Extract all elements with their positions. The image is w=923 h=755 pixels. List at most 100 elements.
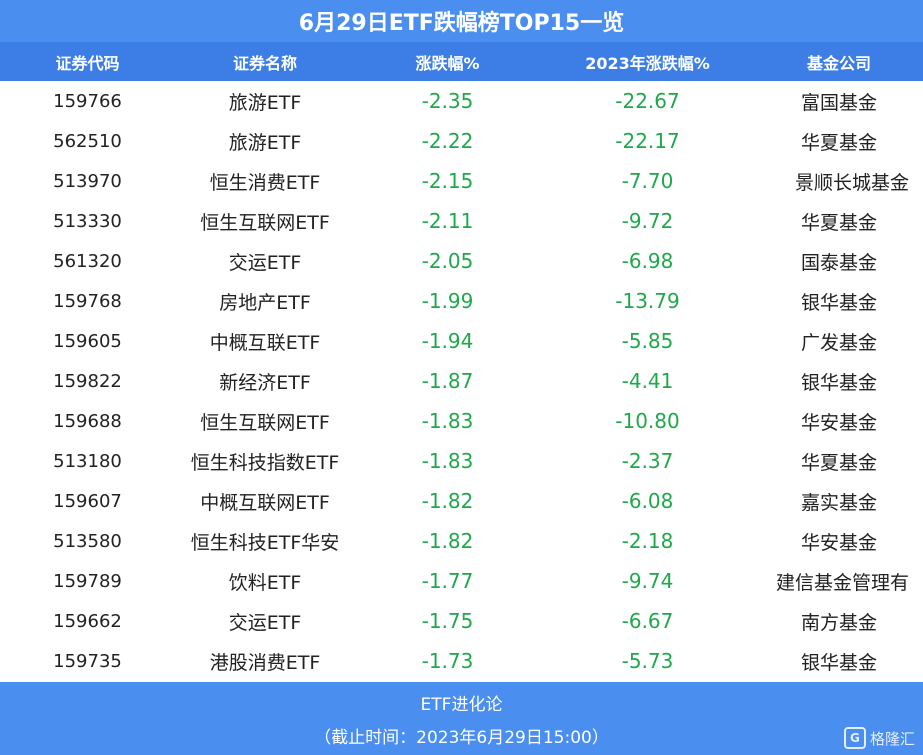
table-row: 159662 交运ETF -1.75 -6.67 南方基金 (0, 601, 923, 641)
cell-change: -1.87 (421, 369, 474, 393)
cell-code: 159688 (53, 410, 122, 432)
cell-ytd-change: -10.80 (615, 409, 680, 433)
watermark: G 格隆汇 (843, 727, 915, 749)
table-row: 159822 新经济ETF -1.87 -4.41 银华基金 (0, 361, 923, 401)
cell-name: 中概互联ETF (209, 331, 321, 354)
cell-name: 恒生科技指数ETF (190, 451, 340, 474)
cell-company: 银华基金 (800, 371, 877, 394)
cell-name: 新经济ETF (219, 371, 311, 394)
watermark-logo-icon: G (843, 727, 866, 749)
cell-company: 国泰基金 (800, 251, 877, 274)
cell-company: 广发基金 (800, 331, 877, 354)
table-title: 6月29日ETF跌幅榜TOP15一览 (0, 0, 923, 42)
header-name: 证券名称 (232, 53, 297, 73)
cell-code: 513180 (53, 450, 122, 472)
cell-change: -2.15 (421, 169, 474, 193)
cell-company: 富国基金 (800, 91, 877, 114)
table-row: 159688 恒生互联网ETF -1.83 -10.80 华安基金 (0, 401, 923, 441)
cell-name: 旅游ETF (228, 131, 302, 154)
cell-company: 华夏基金 (800, 131, 877, 154)
cell-change: -1.99 (421, 289, 474, 313)
cell-company: 建信基金管理有 (775, 571, 909, 594)
cell-code: 513580 (53, 530, 122, 552)
cell-change: -1.82 (421, 489, 474, 513)
footer-source: ETF进化论 (420, 694, 503, 715)
cell-ytd-change: -13.79 (615, 289, 680, 313)
table-header: 证券代码 证券名称 涨跌幅% 2023年涨跌幅% 基金公司 (0, 42, 923, 81)
cell-name: 房地产ETF (219, 291, 311, 314)
table-body: 159766 旅游ETF -2.35 -22.67 富国基金 562510 旅游ETF -2.… (0, 81, 923, 681)
header-company: 基金公司 (806, 53, 871, 73)
cell-change: -1.83 (421, 409, 474, 433)
cell-company: 华夏基金 (800, 451, 877, 474)
footer: ETF进化论 （截止时间：2023年6月29日15:00） G 格隆汇 (0, 682, 923, 755)
table-row: 159766 旅游ETF -2.35 -22.67 富国基金 (0, 81, 923, 121)
table-row: 159768 房地产ETF -1.99 -13.79 银华基金 (0, 281, 923, 321)
cell-code: 159605 (53, 330, 122, 352)
cell-change: -1.82 (421, 529, 474, 553)
cell-code: 159735 (53, 650, 122, 672)
cell-name: 中概互联网ETF (200, 491, 330, 514)
cell-name: 饮料ETF (228, 571, 302, 594)
cell-company: 华安基金 (800, 411, 877, 434)
cell-name: 恒生消费ETF (209, 171, 321, 194)
cell-change: -1.83 (421, 449, 474, 473)
cell-change: -1.73 (421, 649, 474, 673)
cell-change: -1.75 (421, 609, 474, 633)
cell-ytd-change: -5.73 (621, 649, 674, 673)
cell-company: 嘉实基金 (800, 491, 877, 514)
cell-change: -1.94 (421, 329, 474, 353)
cell-name: 港股消费ETF (209, 651, 321, 674)
table-row: 562510 旅游ETF -2.22 -22.17 华夏基金 (0, 121, 923, 161)
cell-code: 561320 (53, 250, 122, 272)
table-row: 513330 恒生互联网ETF -2.11 -9.72 华夏基金 (0, 201, 923, 241)
cell-company: 华安基金 (800, 531, 877, 554)
table-row: 159735 港股消费ETF -1.73 -5.73 银华基金 (0, 641, 923, 681)
cell-name: 交运ETF (228, 611, 302, 634)
cell-name: 交运ETF (228, 251, 302, 274)
cell-ytd-change: -22.67 (615, 89, 680, 113)
cell-ytd-change: -5.85 (621, 329, 674, 353)
table-row: 159789 饮料ETF -1.77 -9.74 建信基金管理有 (0, 561, 923, 601)
footer-timestamp: （截止时间：2023年6月29日15:00） (314, 727, 609, 748)
cell-code: 159789 (53, 570, 122, 592)
table-row: 159605 中概互联ETF -1.94 -5.85 广发基金 (0, 321, 923, 361)
cell-code: 513330 (53, 210, 122, 232)
table-row: 159607 中概互联网ETF -1.82 -6.08 嘉实基金 (0, 481, 923, 521)
watermark-text: 格隆汇 (869, 729, 915, 748)
cell-ytd-change: -6.98 (621, 249, 674, 273)
cell-ytd-change: -6.67 (621, 609, 674, 633)
cell-change: -2.22 (421, 129, 474, 153)
cell-change: -2.35 (421, 89, 474, 113)
cell-code: 562510 (53, 130, 122, 152)
cell-company: 华夏基金 (800, 211, 877, 234)
cell-code: 159607 (53, 490, 122, 512)
cell-name: 旅游ETF (228, 91, 302, 114)
cell-code: 159766 (53, 90, 122, 112)
cell-code: 159822 (53, 370, 122, 392)
cell-name: 恒生科技ETF华安 (190, 531, 340, 554)
header-code: 证券代码 (55, 53, 120, 73)
cell-ytd-change: -7.70 (621, 169, 674, 193)
table-row: 513180 恒生科技指数ETF -1.83 -2.37 华夏基金 (0, 441, 923, 481)
cell-code: 159662 (53, 610, 122, 632)
cell-ytd-change: -9.72 (621, 209, 674, 233)
cell-company: 南方基金 (800, 611, 877, 634)
cell-ytd-change: -2.18 (621, 529, 674, 553)
cell-company: 景顺长城基金 (794, 171, 909, 194)
cell-name: 恒生互联网ETF (200, 211, 330, 234)
cell-ytd-change: -4.41 (621, 369, 674, 393)
cell-name: 恒生互联网ETF (200, 411, 330, 434)
cell-ytd-change: -9.74 (621, 569, 674, 593)
table-row: 513580 恒生科技ETF华安 -1.82 -2.18 华安基金 (0, 521, 923, 561)
cell-company: 银华基金 (800, 291, 877, 314)
cell-code: 513970 (53, 170, 122, 192)
header-ytd-change: 2023年涨跌幅% (585, 53, 710, 73)
cell-ytd-change: -22.17 (615, 129, 680, 153)
header-change: 涨跌幅% (415, 53, 480, 73)
cell-change: -2.11 (421, 209, 474, 233)
cell-change: -1.77 (421, 569, 474, 593)
table-row: 561320 交运ETF -2.05 -6.98 国泰基金 (0, 241, 923, 281)
table-row: 513970 恒生消费ETF -2.15 -7.70 景顺长城基金 (0, 161, 923, 201)
cell-company: 银华基金 (800, 651, 877, 674)
